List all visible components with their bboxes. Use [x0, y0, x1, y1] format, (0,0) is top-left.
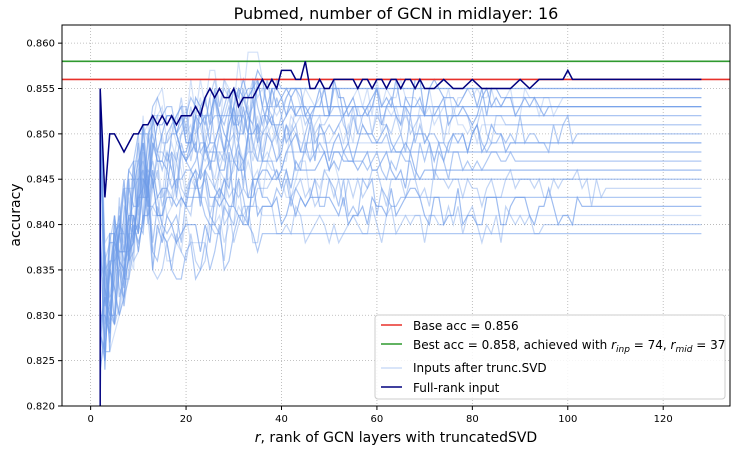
y-tick-label: 0.825 [26, 356, 55, 367]
y-axis-label: accuracy [8, 183, 24, 246]
axes-frame [61, 24, 731, 407]
legend-trunc-label: Inputs after trunc.SVD [413, 361, 547, 375]
chart-title: Pubmed, number of GCN in midlayer: 16 [234, 4, 559, 23]
legend-best-mid-sub: mid [675, 345, 692, 355]
y-tick-label: 0.850 [26, 129, 55, 140]
full-rank-series [99, 61, 702, 406]
legend-best-inp-sub: inp [616, 345, 630, 355]
legend-best-r-inp: r [611, 338, 617, 352]
x-tick-label: 60 [371, 414, 384, 425]
legend-best-mid: = 74, [630, 338, 671, 352]
y-tick-label: 0.835 [26, 265, 55, 276]
reference-lines [62, 60, 730, 81]
axis-ticks: 0 20 40 60 80 100 120 0.820 0.825 0.830 0.835 0.840… [26, 39, 672, 425]
trunc-svd-line [99, 115, 702, 307]
trunc-svd-line [99, 169, 702, 353]
trunc-svd-line [99, 161, 702, 397]
trunc-svd-line [100, 149, 702, 334]
trunc-svd-line [99, 97, 702, 361]
y-tick-label: 0.860 [26, 39, 55, 50]
trunc-svd-line [99, 151, 702, 327]
x-tick-label: 100 [558, 414, 577, 425]
legend-best-r-mid: r [671, 338, 677, 352]
x-axis-label: r, rank of GCN layers with truncatedSVD [255, 430, 537, 446]
full-rank-line [99, 61, 702, 406]
legend-base-label: Base acc = 0.856 [413, 319, 519, 333]
x-tick-label: 20 [180, 414, 193, 425]
legend-best-main: Best acc = 0.858, achieved with [413, 338, 611, 352]
y-tick-label: 0.845 [26, 175, 55, 186]
trunc-svd-line [99, 77, 702, 343]
legend-best-label: Best acc = 0.858, achieved with rinp = 7… [413, 338, 725, 355]
x-tick-label: 40 [275, 414, 288, 425]
legend-best-end: = 37 [692, 338, 725, 352]
y-tick-label: 0.840 [26, 220, 55, 231]
legend-full-label: Full-rank input [413, 381, 500, 395]
y-tick-label: 0.830 [26, 311, 55, 322]
x-tick-label: 120 [654, 414, 673, 425]
x-tick-label: 0 [87, 414, 93, 425]
trunc-svd-line [99, 79, 702, 307]
x-axis-label-var: r [255, 430, 262, 446]
x-axis-label-text: , rank of GCN layers with truncatedSVD [261, 430, 538, 446]
y-tick-label: 0.820 [26, 402, 55, 413]
x-tick-label: 80 [466, 414, 479, 425]
legend-box [374, 314, 726, 400]
trunc-svd-line [99, 79, 702, 370]
trunc-svd-line [99, 115, 702, 325]
legend: Base acc = 0.856 Best acc = 0.858, achie… [374, 314, 726, 400]
trunc-svd-line [99, 142, 702, 361]
trunc-svd-line [99, 95, 702, 370]
y-tick-label: 0.855 [26, 84, 55, 95]
trunc-svd-line [99, 88, 702, 316]
trunc-svd-line [99, 176, 702, 334]
